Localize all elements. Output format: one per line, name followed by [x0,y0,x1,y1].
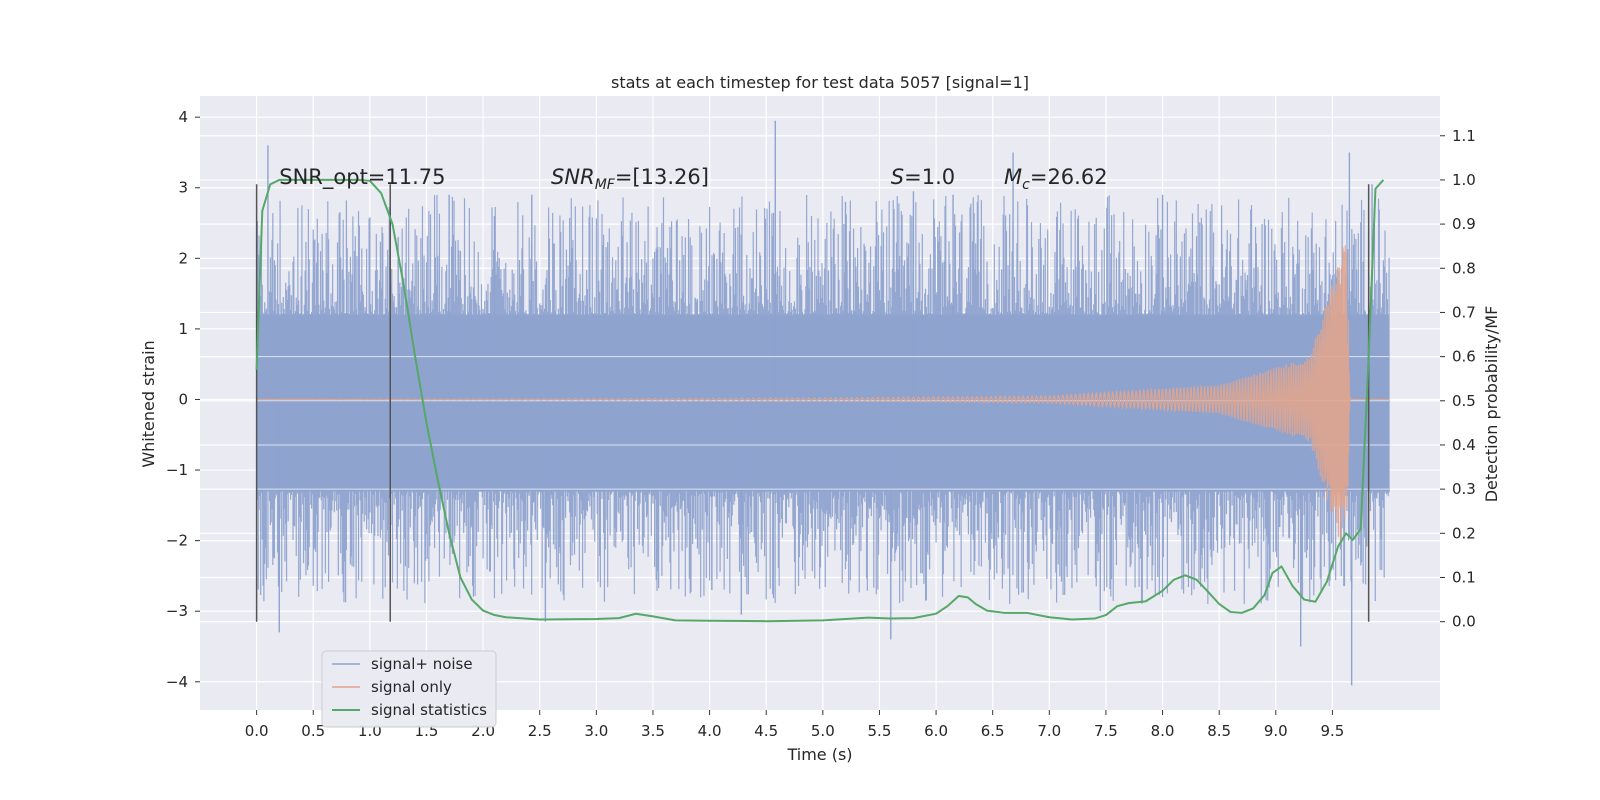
right-y-axis-label: Detection probability/MF [1482,306,1501,503]
chart-title: stats at each timestep for test data 505… [611,73,1029,92]
y-tick-label-left: −4 [166,673,188,691]
legend: signal+ noise signal only signal statist… [321,650,497,728]
y-tick-label-left: 1 [178,320,188,338]
y-tick-label-left: −1 [166,461,188,479]
y-tick-label-left: 3 [178,179,188,197]
x-tick-label: 7.5 [1094,722,1118,740]
stat-series [255,178,1385,623]
annotation-s-value: =1.0 [904,165,955,189]
x-tick-label: 4.5 [754,722,778,740]
x-axis-ticks: 0.0 0.5 1.0 1.5 2.0 2.5 3.0 3.5 4.0 4.5 5.0 5.5 6.0 6… [245,710,1344,740]
x-tick-label: 5.5 [868,722,892,740]
x-tick-label: 8.5 [1207,722,1231,740]
y-tick-label-right: 0.5 [1452,392,1476,410]
legend-label-stat: signal statistics [371,701,487,719]
y-tick-label-right: 0.8 [1452,259,1476,277]
annotations: SNR_opt=11.75 SNRMF=[13.26] S=1.0 Mc=26.… [279,165,1107,193]
annotation-mc-sub: c [1022,177,1030,193]
x-tick-label: 3.0 [584,722,608,740]
annotation-snr-mf-main: SNR [551,165,595,189]
legend-box [321,650,497,728]
annotation-snr-opt: SNR_opt=11.75 [279,165,445,190]
annotation-mc-main: M [1004,165,1022,189]
signal-line [256,245,1390,545]
y-tick-label-left: 4 [178,108,188,126]
x-tick-label: 6.5 [981,722,1005,740]
y-tick-label-right: 0.2 [1452,524,1476,542]
x-tick-label: 3.5 [641,722,665,740]
y-tick-label-right: 0.0 [1452,613,1476,631]
y-tick-label-right: 0.4 [1452,436,1476,454]
y-tick-label-left: −3 [166,602,188,620]
x-tick-label: 6.0 [924,722,948,740]
y-tick-label-right: 0.7 [1452,303,1476,321]
annotation-s: S=1.0 [891,165,955,189]
x-tick-label: 9.5 [1320,722,1344,740]
annotation-snr-mf-value: =[13.26] [615,165,709,189]
legend-label-signal: signal only [371,678,452,696]
y-tick-label-right: 1.0 [1452,171,1476,189]
annotation-s-main: S [891,165,904,189]
x-tick-label: 5.0 [811,722,835,740]
annotation-snr-mf-sub: MF [595,177,616,193]
vertical-markers [255,184,1370,622]
y-tick-label-right: 0.9 [1452,215,1476,233]
y-tick-label-right: 0.3 [1452,480,1476,498]
right-y-axis-ticks: 1.1 1.0 0.9 0.8 0.7 0.6 0.5 0.4 0.3 0.2 0.1 0.0 [1440,127,1476,631]
y-tick-label-left: 2 [178,249,188,267]
y-tick-label-left: −2 [166,532,188,550]
y-tick-label-left: 0 [178,390,188,408]
x-axis-label: Time (s) [786,745,852,764]
legend-label-noise: signal+ noise [371,655,473,673]
x-tick-label: 4.0 [698,722,722,740]
stat-line [255,178,1385,623]
left-y-axis-label: Whitened strain [139,340,158,467]
y-tick-label-right: 0.1 [1452,568,1476,586]
annotation-mc-value: =26.62 [1030,165,1108,189]
y-tick-label-right: 0.6 [1452,348,1476,366]
x-tick-label: 7.0 [1037,722,1061,740]
x-tick-label: 9.0 [1264,722,1288,740]
annotation-mc: Mc=26.62 [1004,165,1108,193]
y-tick-label-right: 1.1 [1452,127,1476,145]
x-tick-label: 0.5 [301,722,325,740]
signal-series [256,245,1390,545]
x-tick-label: 2.5 [528,722,552,740]
x-tick-label: 8.0 [1151,722,1175,740]
annotation-snr-mf: SNRMF=[13.26] [551,165,709,193]
x-tick-label: 0.0 [245,722,269,740]
left-y-axis-ticks: 4 3 2 1 0 −1 −2 −3 −4 [166,108,200,691]
